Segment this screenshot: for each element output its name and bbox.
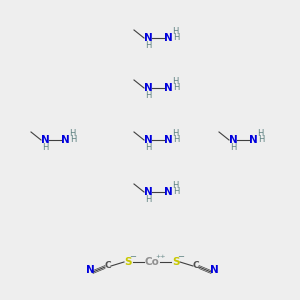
Text: N: N [144, 187, 152, 197]
Text: H: H [145, 142, 151, 152]
Text: H: H [172, 128, 178, 137]
Text: N: N [61, 135, 69, 145]
Text: H: H [258, 136, 264, 145]
Text: ++: ++ [156, 254, 166, 260]
Text: S: S [172, 257, 180, 267]
Text: H: H [173, 136, 179, 145]
Text: S: S [124, 257, 132, 267]
Text: N: N [249, 135, 257, 145]
Text: C: C [193, 262, 199, 271]
Text: H: H [145, 194, 151, 203]
Text: N: N [40, 135, 50, 145]
Text: H: H [172, 26, 178, 35]
Text: N: N [164, 135, 172, 145]
Text: N: N [210, 265, 218, 275]
Text: N: N [144, 33, 152, 43]
Text: N: N [164, 83, 172, 93]
Text: H: H [173, 34, 179, 43]
Text: H: H [173, 188, 179, 196]
Text: N: N [229, 135, 237, 145]
Text: N: N [164, 33, 172, 43]
Text: −: − [178, 253, 184, 262]
Text: H: H [69, 128, 75, 137]
Text: H: H [42, 142, 48, 152]
Text: N: N [164, 187, 172, 197]
Text: H: H [173, 83, 179, 92]
Text: −: − [130, 253, 136, 262]
Text: Co: Co [145, 257, 159, 267]
Text: N: N [144, 135, 152, 145]
Text: H: H [172, 181, 178, 190]
Text: N: N [85, 265, 94, 275]
Text: H: H [145, 91, 151, 100]
Text: H: H [257, 128, 263, 137]
Text: H: H [70, 136, 76, 145]
Text: H: H [172, 76, 178, 85]
Text: H: H [230, 142, 236, 152]
Text: N: N [144, 83, 152, 93]
Text: C: C [105, 262, 111, 271]
Text: H: H [145, 40, 151, 50]
